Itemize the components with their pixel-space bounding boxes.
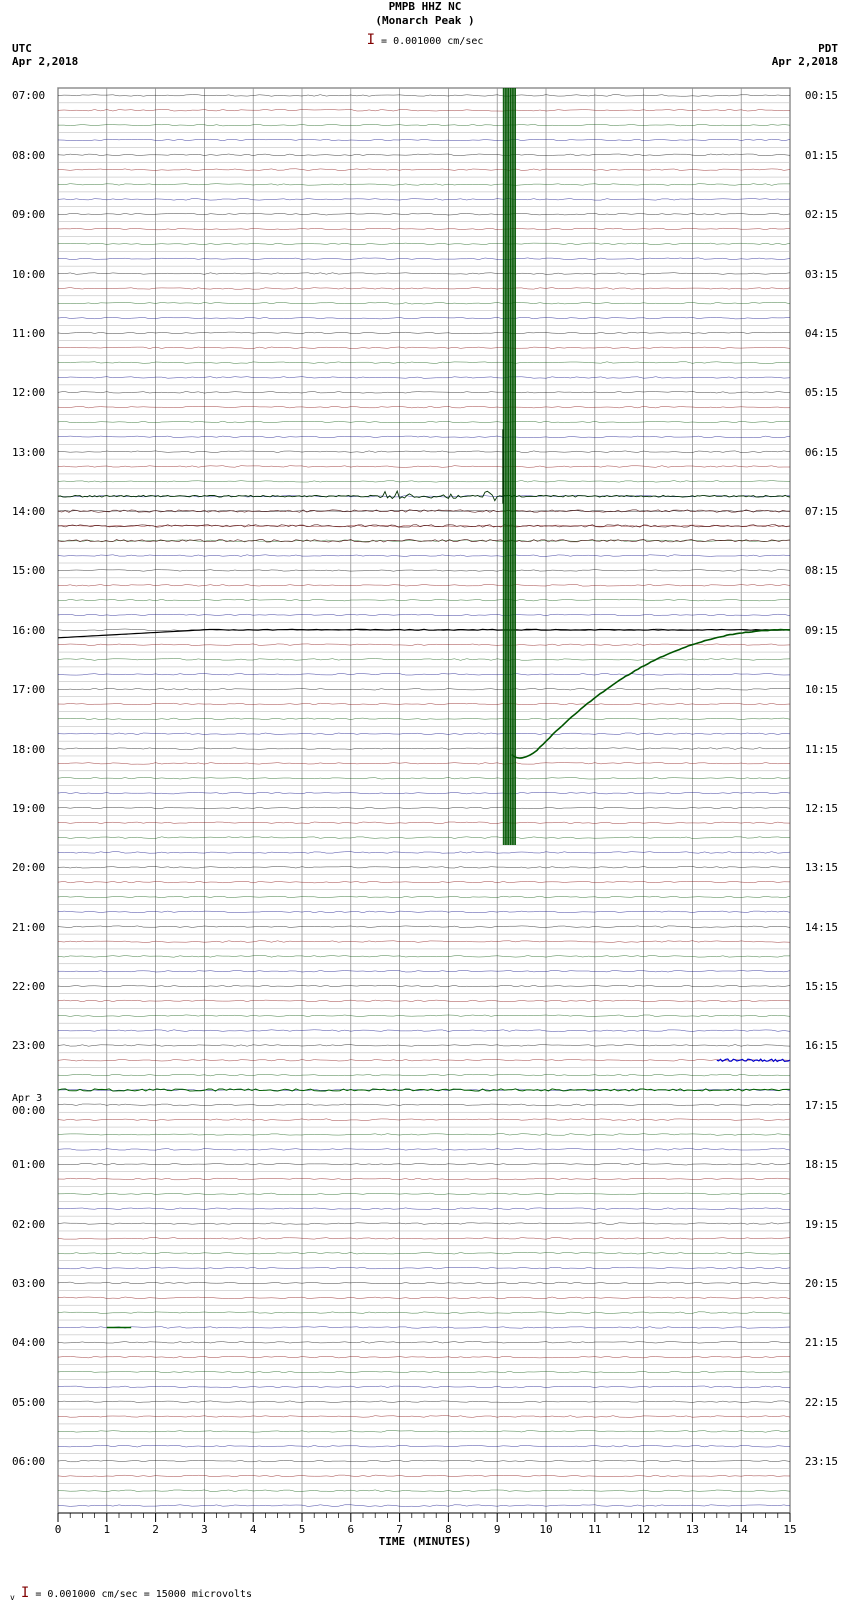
- left-axis-label: 07:00: [12, 89, 45, 102]
- left-axis-label: 14:00: [12, 505, 45, 518]
- x-tick-label: 14: [735, 1523, 748, 1536]
- right-axis-label: 15:15: [805, 980, 838, 993]
- footer-text: = 0.001000 cm/sec = 15000 microvolts: [35, 1589, 252, 1600]
- right-axis-label: 12:15: [805, 802, 838, 815]
- seismogram-svg: [0, 0, 850, 1613]
- left-axis-label: 16:00: [12, 624, 45, 637]
- x-tick-label: 5: [299, 1523, 306, 1536]
- left-axis-label: 11:00: [12, 327, 45, 340]
- right-axis-label: 18:15: [805, 1158, 838, 1171]
- right-axis-label: 04:15: [805, 327, 838, 340]
- left-axis-label: 09:00: [12, 208, 45, 221]
- left-axis-label: 02:00: [12, 1218, 45, 1231]
- left-axis-label: 23:00: [12, 1039, 45, 1052]
- x-tick-label: 8: [445, 1523, 452, 1536]
- x-tick-label: 13: [686, 1523, 699, 1536]
- right-axis-label: 11:15: [805, 743, 838, 756]
- left-axis-label: 15:00: [12, 564, 45, 577]
- left-axis-label: 08:00: [12, 149, 45, 162]
- right-axis-label: 09:15: [805, 624, 838, 637]
- right-axis-label: 05:15: [805, 386, 838, 399]
- x-tick-label: 10: [539, 1523, 552, 1536]
- left-axis-label: 10:00: [12, 268, 45, 281]
- right-axis-label: 03:15: [805, 268, 838, 281]
- x-tick-label: 1: [103, 1523, 110, 1536]
- right-axis-label: 02:15: [805, 208, 838, 221]
- x-tick-label: 12: [637, 1523, 650, 1536]
- x-tick-label: 9: [494, 1523, 501, 1536]
- right-axis-label: 16:15: [805, 1039, 838, 1052]
- x-tick-label: 15: [783, 1523, 796, 1536]
- x-tick-label: 6: [347, 1523, 354, 1536]
- right-axis-label: 10:15: [805, 683, 838, 696]
- right-axis-label: 08:15: [805, 564, 838, 577]
- left-axis-label: 06:00: [12, 1455, 45, 1468]
- left-axis-label: 22:00: [12, 980, 45, 993]
- right-axis-label: 22:15: [805, 1396, 838, 1409]
- left-axis-label: 20:00: [12, 861, 45, 874]
- right-axis-label: 01:15: [805, 149, 838, 162]
- left-axis-label: 19:00: [12, 802, 45, 815]
- left-axis-label: 00:00: [12, 1104, 45, 1117]
- left-axis-label: 05:00: [12, 1396, 45, 1409]
- right-axis-label: 20:15: [805, 1277, 838, 1290]
- x-tick-label: 2: [152, 1523, 159, 1536]
- right-axis-label: 21:15: [805, 1336, 838, 1349]
- right-axis-label: 13:15: [805, 861, 838, 874]
- x-axis-title: TIME (MINUTES): [0, 1535, 850, 1548]
- x-tick-label: 0: [55, 1523, 62, 1536]
- footer-scale: v I = 0.001000 cm/sec = 15000 microvolts: [10, 1585, 252, 1602]
- left-axis-label: 18:00: [12, 743, 45, 756]
- left-axis-label: 21:00: [12, 921, 45, 934]
- right-axis-label: 00:15: [805, 89, 838, 102]
- right-axis-label: 19:15: [805, 1218, 838, 1231]
- right-axis-label: 06:15: [805, 446, 838, 459]
- x-tick-label: 4: [250, 1523, 257, 1536]
- left-axis-label: 17:00: [12, 683, 45, 696]
- seismogram-container: PMPB HHZ NC (Monarch Peak ) I = 0.001000…: [0, 0, 850, 1613]
- left-axis-label: 12:00: [12, 386, 45, 399]
- right-axis-label: 07:15: [805, 505, 838, 518]
- right-axis-label: 23:15: [805, 1455, 838, 1468]
- left-axis-label: 13:00: [12, 446, 45, 459]
- left-axis-label: 03:00: [12, 1277, 45, 1290]
- right-axis-label: 14:15: [805, 921, 838, 934]
- right-axis-label: 17:15: [805, 1099, 838, 1112]
- left-axis-label: 01:00: [12, 1158, 45, 1171]
- left-axis-label: 04:00: [12, 1336, 45, 1349]
- x-tick-label: 11: [588, 1523, 601, 1536]
- x-tick-label: 3: [201, 1523, 208, 1536]
- left-axis-date: Apr 3: [12, 1093, 42, 1104]
- footer-symbol: I: [21, 1585, 29, 1601]
- x-tick-label: 7: [396, 1523, 403, 1536]
